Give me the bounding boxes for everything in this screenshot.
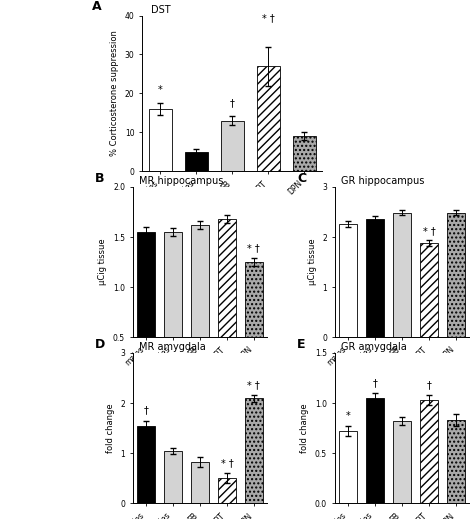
Text: GR amygdala: GR amygdala xyxy=(341,342,407,352)
Text: *: * xyxy=(158,85,163,95)
Bar xyxy=(164,450,182,503)
Bar xyxy=(218,219,236,388)
Bar xyxy=(393,213,410,337)
Text: * †: * † xyxy=(422,226,435,237)
Bar xyxy=(420,400,438,503)
Bar xyxy=(447,420,465,503)
Text: D: D xyxy=(95,338,105,351)
Text: C: C xyxy=(297,172,306,185)
Bar xyxy=(339,224,357,337)
Bar xyxy=(218,479,236,503)
Bar xyxy=(339,431,357,503)
Text: DST: DST xyxy=(151,5,171,15)
Bar xyxy=(393,421,410,503)
Text: * †: * † xyxy=(247,380,260,391)
Bar xyxy=(148,109,172,171)
Bar xyxy=(366,398,384,503)
Bar xyxy=(420,243,438,337)
Bar xyxy=(245,262,263,388)
Bar xyxy=(366,220,384,337)
Y-axis label: μCig tissue: μCig tissue xyxy=(308,239,317,285)
Text: A: A xyxy=(92,0,101,13)
Bar xyxy=(256,66,280,171)
Bar xyxy=(137,232,155,388)
Y-axis label: μCig tissue: μCig tissue xyxy=(99,239,108,285)
Text: †: † xyxy=(427,380,431,390)
Bar xyxy=(137,426,155,503)
Bar xyxy=(447,213,465,337)
Bar xyxy=(164,232,182,388)
Text: †: † xyxy=(373,378,377,388)
Text: * †: * † xyxy=(262,13,274,23)
Bar xyxy=(184,152,208,171)
Bar xyxy=(191,462,209,503)
Text: B: B xyxy=(95,172,105,185)
Text: MR hippocampus: MR hippocampus xyxy=(139,176,224,186)
Y-axis label: fold change: fold change xyxy=(301,403,310,453)
Text: * †: * † xyxy=(220,458,233,468)
Text: †: † xyxy=(144,406,149,416)
Bar xyxy=(245,398,263,503)
Text: GR hippocampus: GR hippocampus xyxy=(341,176,425,186)
Text: †: † xyxy=(230,98,235,108)
Bar xyxy=(292,136,316,171)
Text: E: E xyxy=(297,338,305,351)
Text: *: * xyxy=(346,411,350,421)
Text: * †: * † xyxy=(247,243,260,253)
Y-axis label: % Corticosterone suppression: % Corticosterone suppression xyxy=(110,31,119,156)
Bar xyxy=(220,120,244,171)
Y-axis label: fold change: fold change xyxy=(106,403,115,453)
Bar xyxy=(191,225,209,388)
Text: MR amygdala: MR amygdala xyxy=(139,342,206,352)
